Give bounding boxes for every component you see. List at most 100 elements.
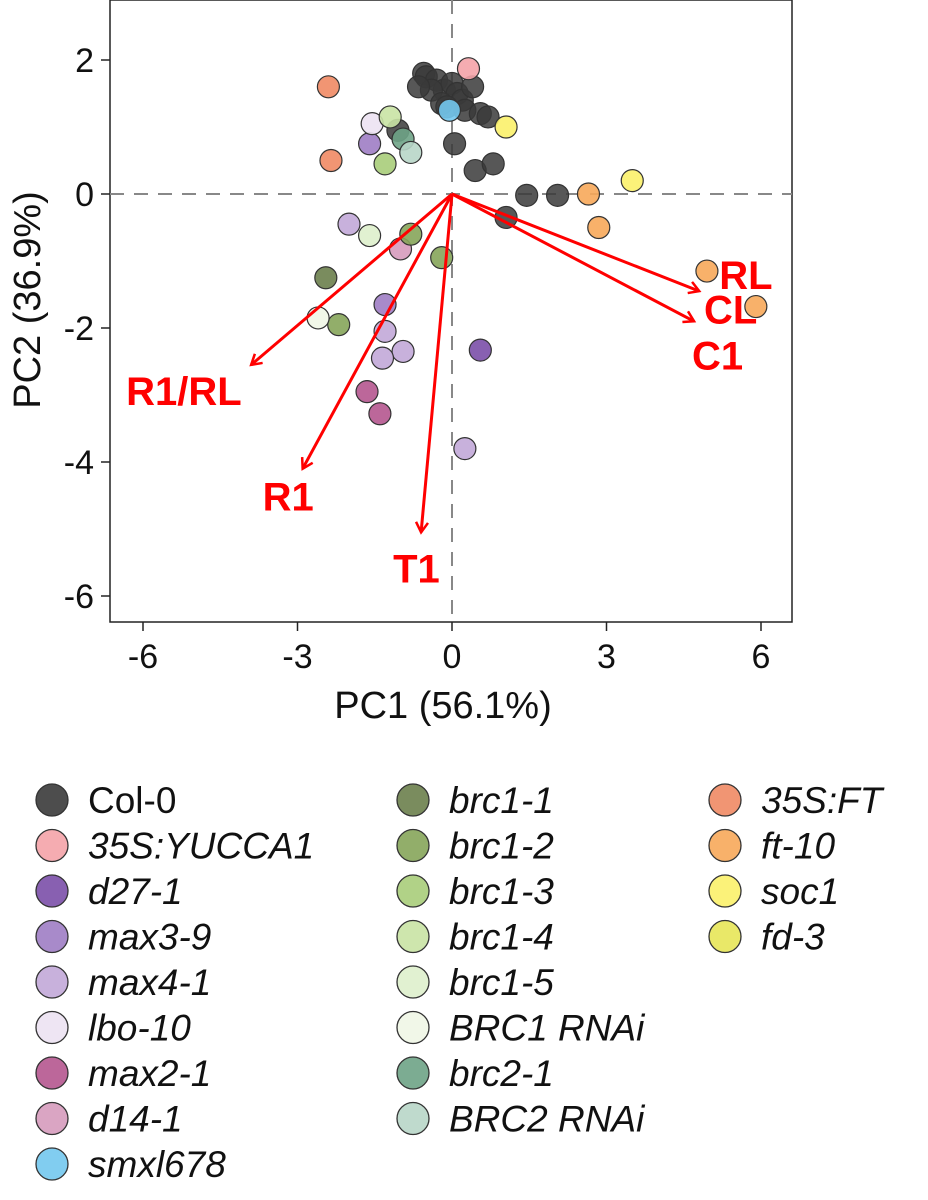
y-tick-label: -4 xyxy=(64,444,94,482)
legend-label: smxl678 xyxy=(88,1144,226,1185)
point-brc1-4 xyxy=(378,105,402,129)
y-tick-label: 0 xyxy=(75,176,94,214)
point-max2-1 xyxy=(355,380,379,404)
point-brc2-rnai xyxy=(399,140,423,165)
point-col-0 xyxy=(442,132,467,156)
y-tick-label: -6 xyxy=(64,578,94,616)
legend-key xyxy=(396,783,430,817)
point-brc1-rnai xyxy=(306,306,330,330)
point-ft-10 xyxy=(576,182,601,206)
point-col-0 xyxy=(476,105,500,129)
legend-label: fd-3 xyxy=(761,917,825,958)
legend-label: brc1-5 xyxy=(449,962,554,1003)
loading-arrow-rl xyxy=(451,192,699,291)
legend-key xyxy=(35,1056,69,1090)
legend-label: Col-0 xyxy=(88,780,176,821)
point-max4-1 xyxy=(453,437,477,461)
point-ft-10 xyxy=(587,215,611,240)
legend-label: soc1 xyxy=(761,871,839,912)
x-tick-label: 6 xyxy=(752,638,771,676)
axes: -6 -3 0 3 6 2 0 -2 -4 -6 xyxy=(64,42,771,676)
legend-label: d14-1 xyxy=(88,1099,183,1140)
x-axis-title: PC1 (56.1%) xyxy=(334,685,552,727)
loading-arrow-r1-rl xyxy=(251,192,453,365)
point-max2-1 xyxy=(368,402,392,426)
point-ft-10 xyxy=(744,294,768,319)
legend-label: max2-1 xyxy=(88,1053,211,1094)
legend-label: brc2-1 xyxy=(449,1053,554,1094)
point-brc1-5 xyxy=(358,223,382,248)
legend-label: 35S:FT xyxy=(761,780,885,821)
legend-key xyxy=(396,965,430,999)
legend-key xyxy=(708,874,742,908)
legend-label: BRC2 RNAi xyxy=(449,1099,646,1140)
point-35s-yucca1 xyxy=(456,57,481,81)
legend-label: d27-1 xyxy=(88,871,183,912)
loading-label-t1: T1 xyxy=(393,547,440,591)
point-brc1-1 xyxy=(314,266,338,290)
point-col-0 xyxy=(515,183,539,207)
point-soc1 xyxy=(620,169,644,193)
x-tick-label: -3 xyxy=(282,638,312,676)
loading-label-c1: C1 xyxy=(692,334,743,378)
legend-key xyxy=(35,965,69,999)
y-tick-label: 2 xyxy=(75,42,94,80)
point-brc1-2 xyxy=(430,246,454,270)
point-brc1-2 xyxy=(399,222,423,246)
legend-key xyxy=(35,828,69,863)
y-tick-label: -2 xyxy=(64,310,94,348)
legend-key xyxy=(35,1010,69,1045)
point-brc1-2 xyxy=(327,313,351,337)
plot-panel xyxy=(109,0,793,623)
legend-label: brc1-3 xyxy=(449,871,554,912)
point-max4-1 xyxy=(370,346,395,370)
loading-label-rl: RL xyxy=(719,254,772,298)
legend-key xyxy=(396,919,430,954)
legend-key xyxy=(396,1101,430,1136)
x-tick-label: -6 xyxy=(128,638,158,676)
legend-key xyxy=(708,783,742,817)
legend-label: BRC1 RNAi xyxy=(449,1008,646,1049)
point-col-0 xyxy=(545,183,570,207)
point-35s-ft xyxy=(319,148,343,173)
legend-label: ft-10 xyxy=(761,826,835,867)
point-ft-10 xyxy=(695,259,719,283)
legend-label: brc1-1 xyxy=(449,780,554,821)
x-tick-label: 0 xyxy=(443,638,462,676)
point-col-0 xyxy=(481,152,505,176)
point-max3-9 xyxy=(358,132,382,156)
point-35s-ft xyxy=(316,75,340,99)
legend-key xyxy=(396,1056,430,1090)
legend-label: brc1-4 xyxy=(449,917,554,958)
loading-label-r1: R1 xyxy=(263,476,314,520)
loading-arrow-r1 xyxy=(303,193,454,469)
legend-key xyxy=(35,874,69,908)
point-max4-1 xyxy=(337,212,361,236)
loading-label-r1-rl: R1/RL xyxy=(126,370,242,414)
x-tick-label: 3 xyxy=(597,638,616,676)
legend-label: max4-1 xyxy=(88,962,211,1003)
point-smxl678 xyxy=(437,98,462,122)
legend-key xyxy=(396,874,430,908)
loading-label-cl: CL xyxy=(704,288,757,332)
legend-key xyxy=(35,783,69,817)
legend-label: lbo-10 xyxy=(88,1008,191,1049)
point-brc1-3 xyxy=(373,152,397,176)
legend-label: 35S:YUCCA1 xyxy=(88,826,314,867)
legend-key xyxy=(35,1147,69,1181)
loading-arrow-cl xyxy=(451,192,694,321)
y-axis-title: PC2 (36.9%) xyxy=(7,191,49,409)
point-max4-1 xyxy=(391,339,415,364)
legend-key xyxy=(396,1010,430,1045)
legend-key xyxy=(708,828,742,863)
point-d27-1 xyxy=(468,338,492,362)
legend-key xyxy=(708,919,742,954)
legend-label: max3-9 xyxy=(88,917,211,958)
legend-key xyxy=(35,919,69,954)
point-soc1 xyxy=(494,115,518,139)
point-col-0 xyxy=(406,75,431,99)
legend-label: brc1-2 xyxy=(449,826,554,867)
